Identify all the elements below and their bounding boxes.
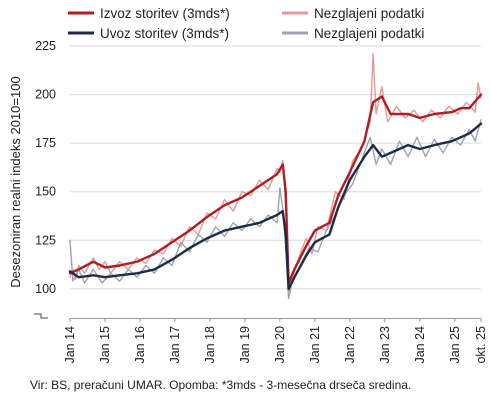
y-tick-label: 100	[35, 282, 56, 296]
series-lines	[70, 54, 481, 299]
x-tick-label: Jan 16	[133, 326, 147, 364]
x-tick-label: Jan 15	[98, 326, 112, 364]
x-tick-label: Jan 17	[168, 326, 182, 364]
x-tick-label: okt. 25	[474, 326, 488, 364]
legend-label: Nezglajeni podatki	[314, 6, 424, 21]
y-tick-label: 125	[35, 233, 56, 247]
x-tick-label: Jan 23	[378, 326, 392, 364]
y-axis-label: Desezoniran realni indeks 2010=100	[8, 76, 23, 287]
x-tick-label: Jan 21	[308, 326, 322, 364]
x-tick-label: Jan 20	[273, 326, 287, 364]
x-tick-label: Jan 22	[343, 326, 357, 364]
y-tick-label: 150	[35, 185, 56, 199]
series-line-3	[70, 120, 481, 299]
x-tick-label: Jan 24	[413, 326, 427, 364]
y-tick-label: 200	[35, 88, 56, 102]
series-line-0	[70, 95, 481, 283]
x-tick-label: Jan 18	[203, 326, 217, 364]
legend-label: Uvoz storitev (3mds*)	[100, 26, 229, 41]
series-line-1	[70, 54, 481, 293]
x-tick-label: Jan 25	[448, 326, 462, 364]
y-tick-label: 175	[35, 136, 56, 150]
legend: Izvoz storitev (3mds*) Nezglajeni podatki…	[68, 6, 424, 41]
axis-break-icon	[34, 314, 48, 318]
x-tick-label: Jan 14	[63, 326, 77, 364]
legend-label: Nezglajeni podatki	[314, 26, 424, 41]
grid	[70, 46, 481, 289]
legend-label: Izvoz storitev (3mds*)	[100, 6, 230, 21]
axes: 100 125 150 175 200 225 Jan 14 Jan 15 Jan 16 Jan …	[34, 39, 488, 364]
source-note: Vir: BS, preračuni UMAR. Opomba: *3mds -…	[30, 378, 411, 392]
y-tick-label: 225	[35, 39, 56, 53]
x-tick-label: Jan 19	[238, 326, 252, 364]
